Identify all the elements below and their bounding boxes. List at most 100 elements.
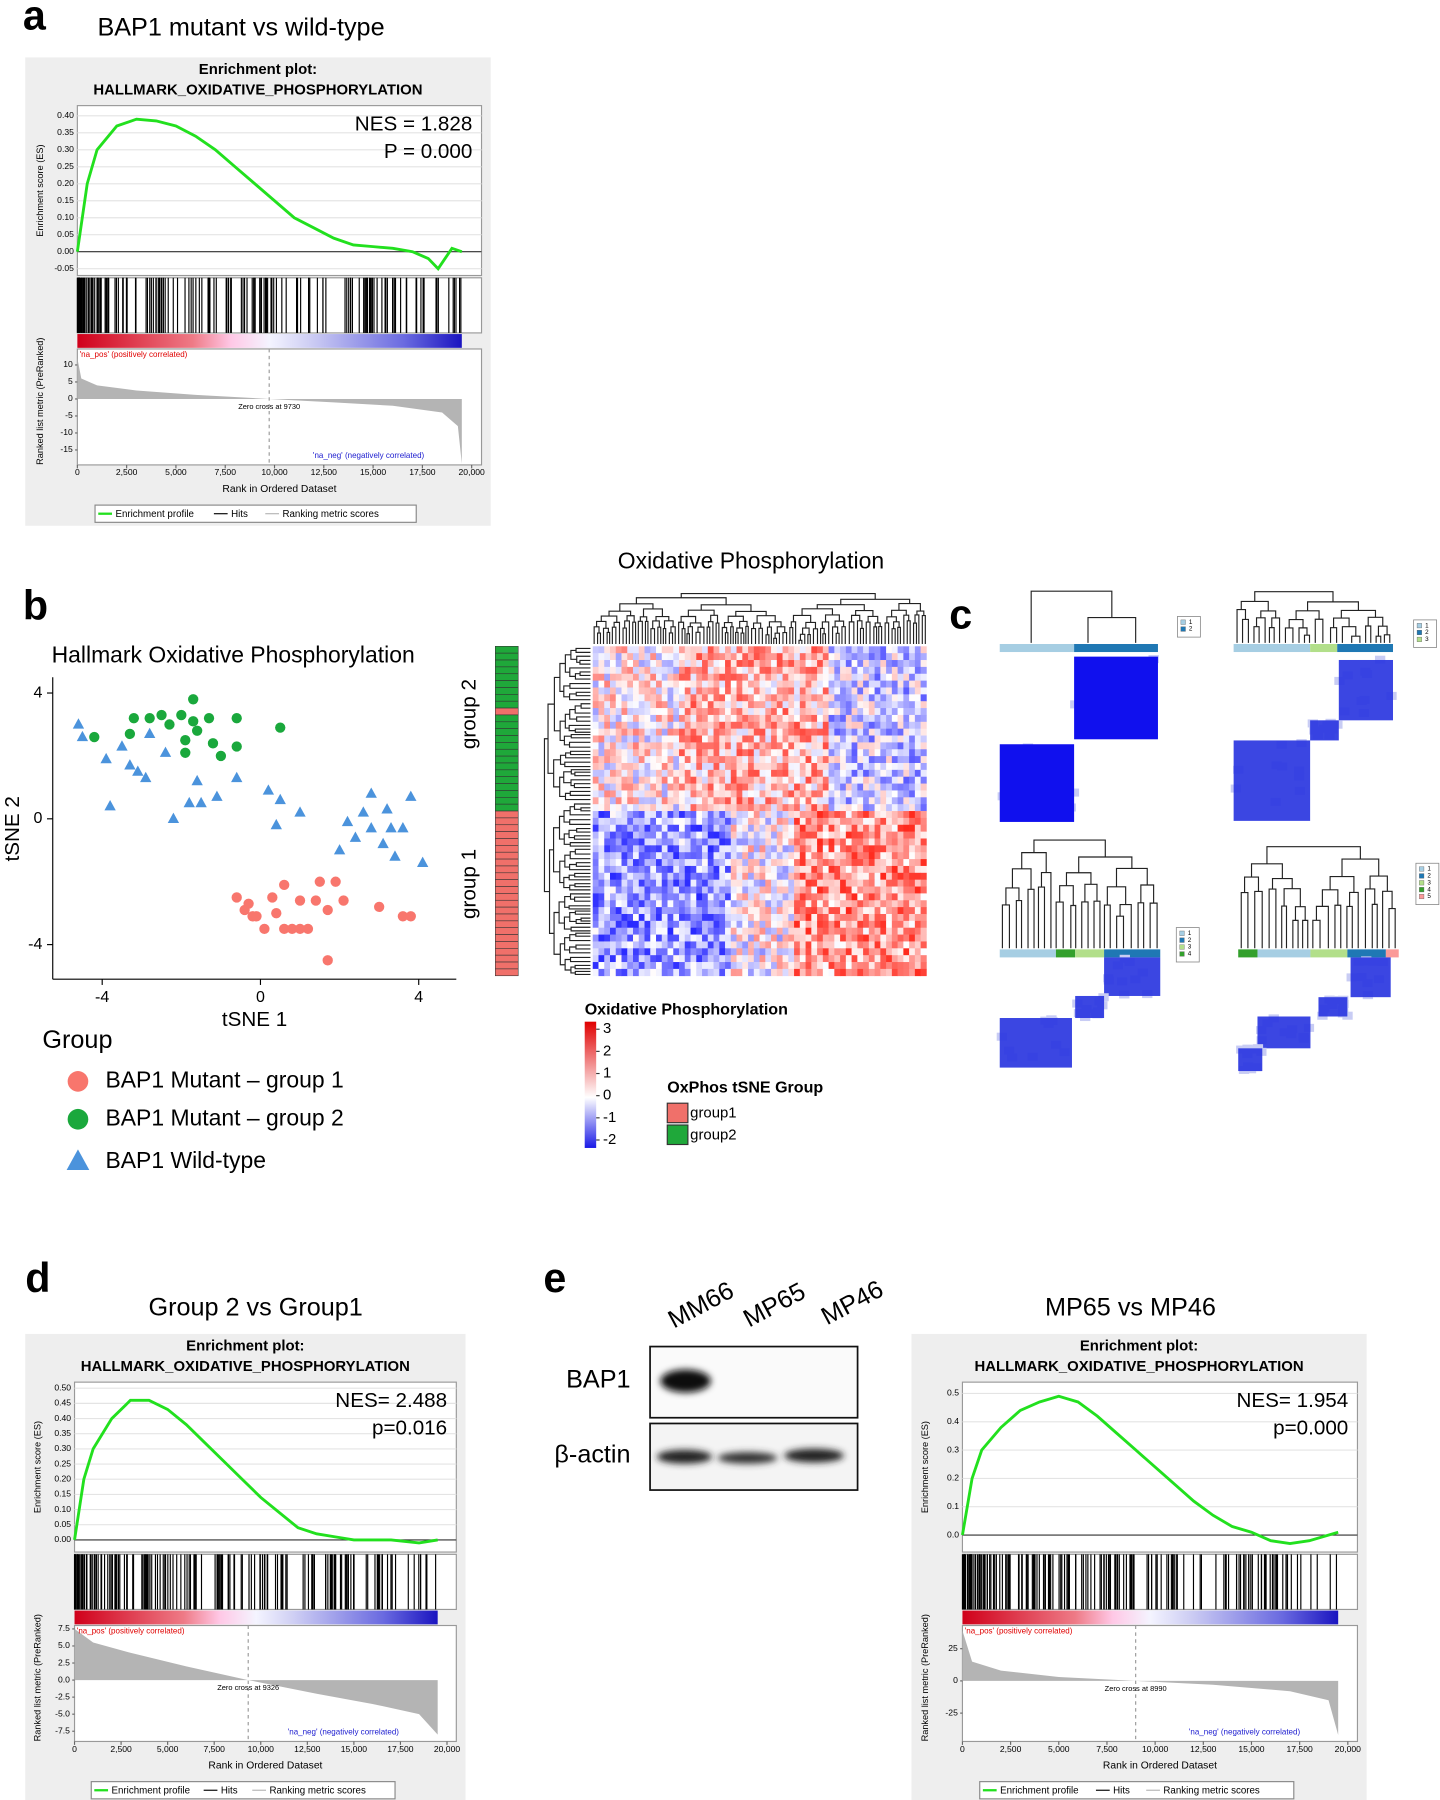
heatmap-cell: [794, 859, 801, 867]
heatmap-cell: [811, 673, 818, 681]
heatmap-cell: [673, 879, 680, 887]
heatmap-cell: [903, 913, 910, 922]
heatmap-cell: [748, 872, 755, 881]
dendrogram-branch: [1382, 890, 1393, 949]
heatmap-cell: [863, 817, 870, 826]
point: [156, 709, 167, 721]
heatmap-cell: [817, 728, 824, 736]
heatmap-cell: [730, 900, 737, 908]
heatmap-cell: [638, 824, 645, 832]
heatmap-cell: [609, 852, 617, 860]
heatmap-cell: [696, 660, 703, 668]
heatmap-cell: [650, 845, 657, 853]
heatmap-cell: [920, 955, 927, 963]
heatmap-cell: [891, 660, 898, 668]
heatmap-cell: [817, 742, 824, 750]
heatmap-cell: [805, 735, 812, 743]
heatmap-cell: [851, 941, 858, 949]
heatmap-cell: [696, 934, 703, 942]
heatmap-cell: [736, 769, 743, 778]
dendrogram-branch: [574, 896, 591, 902]
heatmap-cell: [828, 776, 835, 784]
heatmap-cell: [897, 701, 904, 709]
heatmap-cell: [840, 742, 847, 750]
heatmap-cell: [771, 714, 778, 723]
dendrogram-branch: [564, 761, 591, 768]
heatmap-cell: [909, 886, 916, 894]
heatmap-cell: [696, 968, 703, 977]
dendrogram-branch: [1271, 617, 1281, 643]
heatmap-cell: [834, 742, 841, 750]
heatmap-cell: [661, 776, 668, 784]
heatmap-cell: [753, 660, 760, 668]
heatmap-cell: [828, 762, 835, 771]
heatmap-cell: [788, 817, 795, 826]
heatmap-cell: [673, 790, 680, 798]
heatmap-cell: [799, 721, 806, 730]
heatmap-cell: [644, 673, 651, 681]
dendrogram-branch: [1321, 889, 1339, 907]
heatmap-cell: [765, 694, 772, 702]
heatmap-cell: [891, 756, 898, 764]
heatmap-cell: [673, 824, 680, 832]
heatmap-cell: [633, 783, 640, 791]
heatmap-cell: [633, 749, 640, 757]
heatmap-cell: [874, 865, 881, 874]
heatmap-cell: [891, 824, 898, 832]
point: [373, 901, 385, 913]
heatmap-cell: [863, 811, 870, 819]
heatmap-cell: [748, 680, 755, 688]
dendrogram-branch: [548, 849, 555, 934]
y-tick-label: 0.00: [54, 1534, 71, 1544]
heatmap-cell: [771, 872, 778, 881]
colorbar-tick-label: 0: [603, 1088, 611, 1104]
heatmap-cell: [828, 749, 835, 757]
heatmap-cell: [840, 845, 847, 853]
heatmap-cell: [799, 872, 806, 881]
heatmap-cell: [661, 831, 668, 839]
dendrogram-branch: [1116, 915, 1125, 949]
chart-title: Enrichment plot:: [199, 62, 317, 78]
heatmap-cell: [920, 701, 927, 709]
heatmap-cell: [667, 893, 674, 901]
heatmap-cell: [644, 859, 651, 867]
heatmap-cell: [661, 804, 668, 812]
heatmap-cell: [891, 927, 898, 935]
dendrogram-branch: [639, 616, 648, 622]
heatmap-cell: [914, 749, 921, 757]
heatmap-cell: [822, 817, 829, 826]
heatmap-cell: [696, 708, 703, 716]
heatmap-cell: [730, 968, 737, 977]
heatmap-cell: [753, 817, 760, 826]
heatmap-cell: [621, 735, 628, 743]
heatmap-cell: [656, 893, 663, 901]
heatmap-cell: [627, 701, 634, 709]
consensus-block: [1104, 957, 1161, 996]
heatmap-cell: [799, 797, 806, 805]
heatmap-cell: [891, 783, 898, 791]
heatmap-cell: [661, 687, 668, 695]
heatmap-cell: [730, 955, 737, 963]
heatmap-cell: [736, 845, 743, 853]
heatmap-cell: [736, 776, 743, 784]
heatmap-cell: [702, 817, 709, 826]
heatmap-cell: [811, 735, 818, 743]
heatmap-cell: [621, 694, 628, 702]
heatmap-cell: [845, 776, 852, 784]
heatmap-cell: [868, 749, 875, 757]
heatmap-cell: [621, 824, 628, 832]
heatmap-cell: [891, 797, 898, 805]
heatmap-cell: [656, 687, 663, 695]
heatmap-cell: [667, 735, 674, 743]
dendrogram-branch: [1314, 618, 1324, 643]
heatmap-cell: [759, 797, 766, 805]
heatmap-cell: [592, 948, 599, 956]
heatmap-cell: [805, 927, 812, 935]
heatmap-cell: [713, 824, 720, 832]
heatmap-cell: [656, 714, 663, 723]
heatmap-cell: [874, 646, 881, 654]
heatmap-cell: [713, 666, 720, 675]
heatmap-cell: [621, 790, 628, 798]
heatmap-cell: [736, 701, 743, 709]
heatmap-cell: [891, 762, 898, 771]
